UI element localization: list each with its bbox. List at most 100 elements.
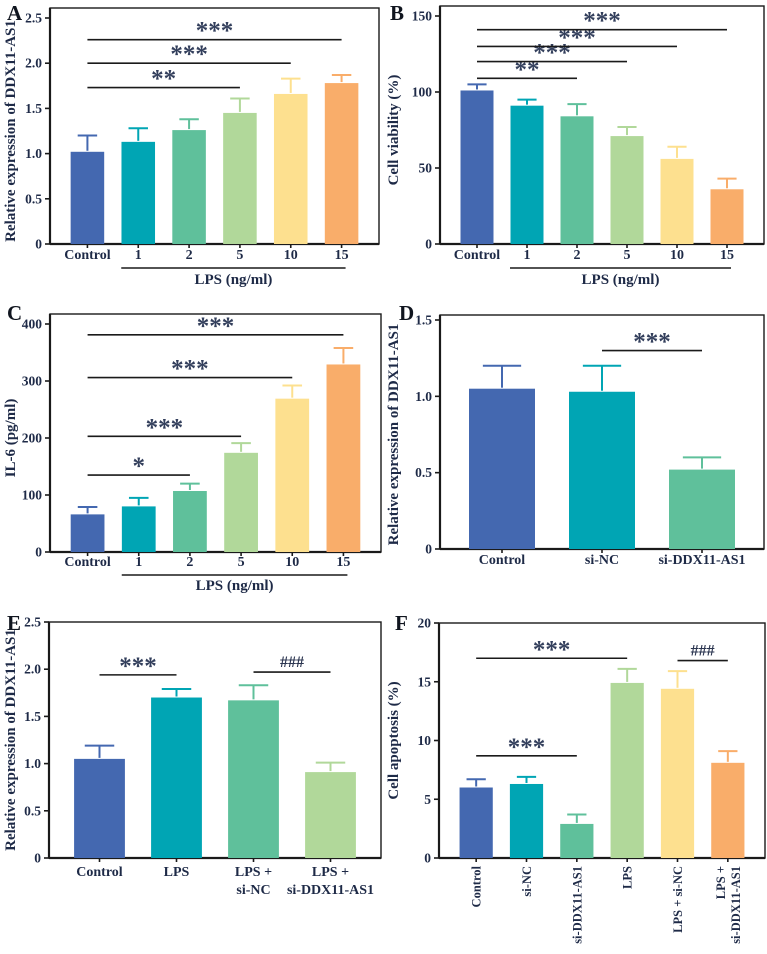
x-tick-label: Control <box>64 248 111 263</box>
y-tick-label: 1.5 <box>24 709 41 724</box>
x-tick-label: Control <box>479 553 526 568</box>
y-tick-label: 100 <box>22 488 43 503</box>
y-tick-label: 0 <box>35 237 42 252</box>
bar <box>74 758 125 858</box>
panel-letter-d: D <box>399 301 415 325</box>
sig-label: *** <box>508 734 546 761</box>
x-tick-label: LPS + <box>235 865 272 880</box>
panel-f: F 0 5 10 15 20 Control si-NC si-DDX11-AS1 LPS LPS… <box>383 610 767 954</box>
bar <box>560 823 594 858</box>
bar <box>610 136 644 244</box>
y-tick-label: 0.5 <box>24 803 41 818</box>
x-tick-label: Control <box>64 555 111 570</box>
y-tick-label: 2.0 <box>24 662 41 677</box>
sig-label: *** <box>171 356 209 383</box>
y-tick-label: 0 <box>425 237 432 252</box>
x-tick-label: Control <box>454 248 501 263</box>
panel-f-chart: 0 5 10 15 20 Control si-NC si-DDX11-AS1 LPS LPS +… <box>386 616 766 944</box>
x-tick-label: 2 <box>574 248 581 263</box>
y-tick-label: 0 <box>424 851 431 866</box>
x-tick-label: Control <box>470 865 484 907</box>
x-tick-label: Control <box>76 865 123 880</box>
x-tick-label: si-DDX11-AS1 <box>287 883 374 898</box>
x-tick-label: 2 <box>186 248 193 263</box>
bar <box>70 151 105 244</box>
y-axis-label: Relative expression of DDX11-AS1 <box>3 20 19 242</box>
sig-label: *** <box>633 329 671 356</box>
panel-e: E 0 0.5 1.0 1.5 2.0 2.5 Control LPS LPS + si-NC LP… <box>0 610 383 954</box>
y-tick-label: 400 <box>22 317 43 332</box>
bar <box>569 391 635 549</box>
y-tick-label: 2.5 <box>25 11 42 26</box>
x-tick-label: si-NC <box>585 553 619 568</box>
bar <box>305 772 356 858</box>
bar <box>172 130 206 244</box>
bar <box>660 158 694 244</box>
bar <box>121 141 156 244</box>
y-axis-label: Relative expression of DDX11-AS1 <box>3 629 19 851</box>
panel-letter-c: C <box>7 301 23 325</box>
bar <box>224 452 258 552</box>
x-tick-label: LPS <box>164 865 190 880</box>
bar <box>510 105 544 245</box>
bar <box>324 83 359 244</box>
y-axis-label: Cell viability (%) <box>386 75 402 186</box>
y-tick-label: 2.5 <box>24 615 41 630</box>
y-tick-label: 100 <box>412 85 433 100</box>
y-tick-label: 0.5 <box>415 465 432 480</box>
y-tick-label: 1.5 <box>25 101 42 116</box>
panel-e-chart: 0 0.5 1.0 1.5 2.0 2.5 Control LPS LPS + si-NC LPS … <box>3 615 382 898</box>
x-tick-label: 10 <box>285 555 299 570</box>
bar <box>560 116 594 244</box>
x-axis-group-label: LPS (ng/ml) <box>196 578 274 594</box>
panel-c: C 0 100 200 300 400 Control 1 2 5 10 15 * *** *** *** L… <box>0 300 383 610</box>
y-tick-label: 150 <box>412 9 433 24</box>
bar <box>509 783 544 858</box>
y-tick-label: 1.0 <box>24 756 41 771</box>
bar <box>459 787 493 858</box>
x-tick-label: si-DDX11-AS1 <box>729 866 743 944</box>
x-tick-label: 15 <box>335 248 349 263</box>
x-tick-label: 5 <box>238 555 245 570</box>
bar <box>121 506 156 552</box>
sig-label: *** <box>196 18 234 45</box>
bar <box>469 388 535 549</box>
y-tick-label: 50 <box>419 161 433 176</box>
bar <box>275 398 310 552</box>
sig-label: *** <box>533 40 571 67</box>
y-tick-label: 0.5 <box>25 191 42 206</box>
x-tick-label: LPS + si-NC <box>671 866 685 933</box>
sig-label: *** <box>146 414 184 441</box>
sig-label: ### <box>280 654 304 671</box>
panel-letter-f: F <box>395 611 408 635</box>
y-axis-label: Relative expression of DDX11-AS1 <box>386 324 402 546</box>
bar <box>326 364 361 552</box>
x-tick-label: si-DDX11-AS1 <box>658 553 745 568</box>
x-tick-label: 15 <box>336 555 350 570</box>
y-tick-label: 1.5 <box>415 313 432 328</box>
sig-label: * <box>133 453 146 480</box>
y-tick-label: 20 <box>418 616 432 631</box>
x-tick-label: 1 <box>524 248 531 263</box>
y-tick-label: 5 <box>424 792 431 807</box>
bar <box>228 700 279 858</box>
y-axis-label: IL-6 (pg/ml) <box>3 399 19 478</box>
x-tick-label: 10 <box>284 248 298 263</box>
bar <box>610 682 644 858</box>
sig-label: *** <box>197 313 235 340</box>
y-tick-label: 300 <box>22 374 43 389</box>
y-axis-label: Cell apoptosis (%) <box>386 681 402 799</box>
x-tick-label: 10 <box>670 248 684 263</box>
x-tick-label: 1 <box>135 555 142 570</box>
y-tick-label: 2.0 <box>25 56 42 71</box>
sig-label: ** <box>151 66 176 93</box>
x-tick-label: 5 <box>236 248 243 263</box>
y-tick-label: 1.0 <box>25 146 42 161</box>
sig-label: *** <box>119 653 157 680</box>
panel-a: A 0 0.5 1.0 1.5 2.0 2.5 Control 1 2 5 10 15 ** *** ***… <box>0 0 383 300</box>
sig-label: ### <box>691 643 715 660</box>
